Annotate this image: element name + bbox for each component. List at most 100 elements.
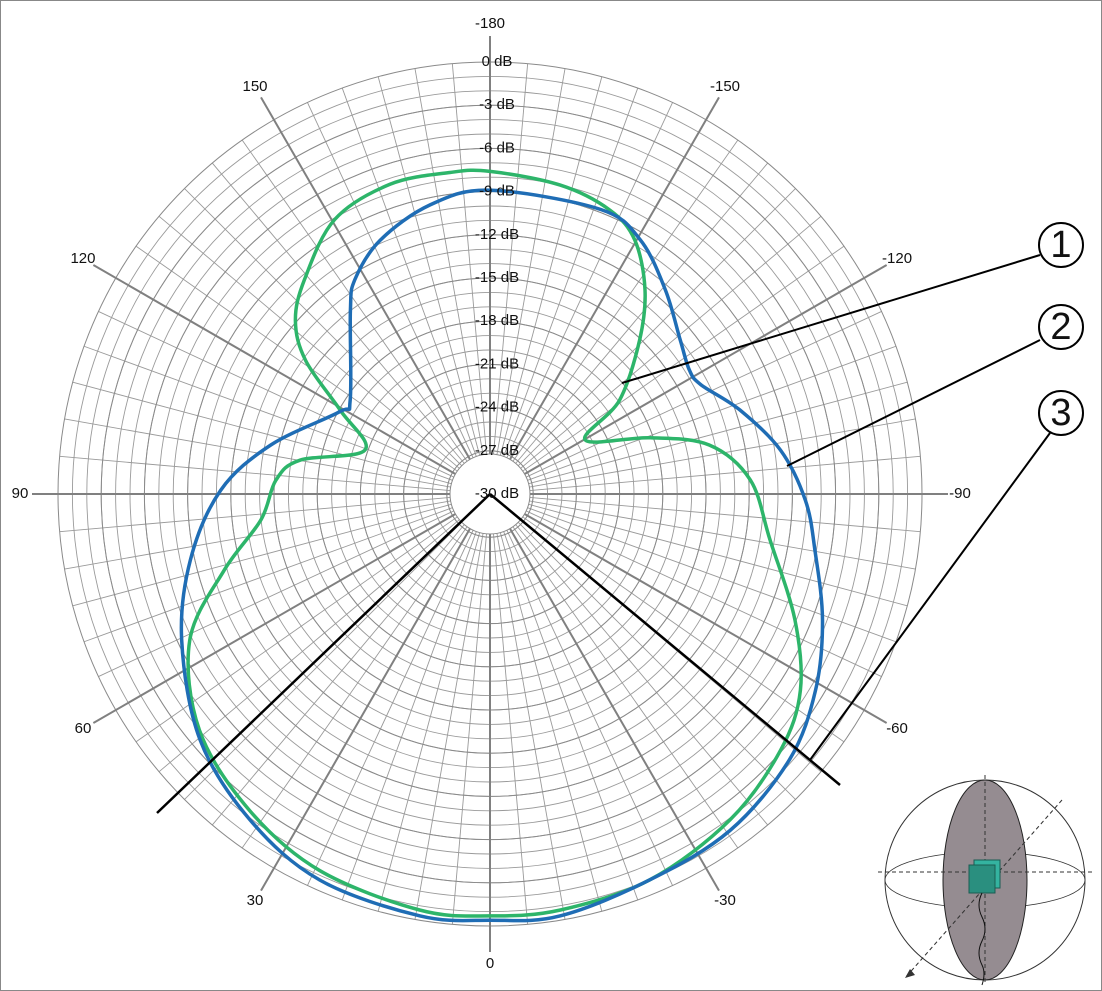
callout-label: 2 [1050, 306, 1071, 348]
minor-spoke [98, 510, 454, 677]
angle-label: -180 [475, 15, 505, 32]
minor-spoke [529, 497, 921, 533]
major-spoke [260, 528, 471, 892]
minor-spoke [307, 102, 474, 458]
minor-spoke [499, 532, 603, 912]
minor-spoke [72, 381, 452, 485]
callout-line [621, 254, 1041, 384]
minor-spoke [496, 533, 566, 920]
angle-label: 120 [70, 250, 95, 267]
minor-spoke [184, 521, 463, 800]
db-label: -6 dB [479, 139, 515, 156]
minor-spoke [499, 76, 603, 456]
minor-spoke [517, 521, 796, 800]
curves [179, 168, 825, 923]
minor-spoke [451, 63, 487, 455]
callout-label: 3 [1050, 392, 1071, 434]
angle-label: -90 [949, 485, 971, 502]
sector-line [156, 493, 491, 814]
minor-spoke [341, 531, 477, 901]
minor-spoke [512, 139, 739, 462]
minor-spoke [526, 311, 882, 478]
minor-spoke [83, 345, 453, 481]
major-spoke [524, 513, 888, 724]
sector-line [489, 493, 841, 786]
minor-spoke [184, 188, 463, 467]
angle-label: 150 [242, 78, 267, 95]
angle-label: -150 [710, 78, 740, 95]
major-spoke [260, 96, 471, 460]
angle-label: -60 [886, 720, 908, 737]
major-spoke [92, 264, 456, 475]
callout-circle [1038, 222, 1084, 268]
callout-line [809, 432, 1051, 761]
db-label: -27 dB [475, 442, 519, 459]
minor-spoke [158, 215, 460, 469]
major-spoke [509, 96, 720, 460]
angle-label: -120 [882, 250, 912, 267]
minor-spoke [98, 311, 454, 478]
callout-circle [1038, 390, 1084, 436]
angle-label: 0 [486, 955, 494, 972]
minor-spoke [241, 526, 468, 849]
db-label: -12 dB [475, 226, 519, 243]
minor-spoke [515, 162, 769, 464]
minor-spoke [135, 245, 458, 472]
pattern-line [186, 168, 803, 918]
minor-spoke [211, 162, 465, 464]
major-spoke [92, 513, 456, 724]
minor-spoke [506, 102, 673, 458]
callout-line [786, 339, 1041, 467]
minor-spoke [528, 381, 908, 485]
minor-spoke [451, 533, 487, 925]
minor-spoke [341, 87, 477, 457]
major-spoke [509, 528, 720, 892]
minor-spoke [83, 507, 453, 643]
db-label: -30 dB [475, 485, 519, 502]
minor-spoke [414, 68, 484, 455]
minor-spoke [307, 530, 474, 886]
minor-spoke [517, 188, 796, 467]
minor-spoke [522, 516, 845, 743]
minor-spoke [503, 87, 639, 457]
minor-spoke [515, 524, 769, 826]
minor-spoke [414, 533, 484, 920]
minor-spoke [64, 500, 451, 570]
minor-spoke [529, 500, 916, 570]
angle-label: 30 [247, 892, 264, 909]
angle-label: 90 [12, 485, 29, 502]
angle-label: -30 [714, 892, 736, 909]
db-label: -3 dB [479, 96, 515, 113]
db-label: -15 dB [475, 269, 519, 286]
callouts [621, 222, 1084, 761]
minor-spoke [527, 507, 897, 643]
db-label: -21 dB [475, 355, 519, 372]
minor-spoke [59, 497, 451, 533]
minor-spoke [493, 63, 529, 455]
minor-spoke [506, 530, 673, 886]
minor-spoke [520, 215, 822, 469]
minor-spoke [377, 76, 481, 456]
db-label: -24 dB [475, 399, 519, 416]
db-label: 0 dB [482, 53, 513, 70]
minor-spoke [211, 524, 465, 826]
minor-spoke [241, 139, 468, 462]
minor-spoke [493, 533, 529, 925]
minor-spoke [527, 345, 897, 481]
minor-spoke [59, 455, 451, 491]
minor-spoke [503, 531, 639, 901]
db-label: -9 dB [479, 183, 515, 200]
pattern-line [179, 188, 825, 923]
callout-circle [1038, 304, 1084, 350]
orientation-icon [878, 775, 1092, 986]
minor-spoke [529, 455, 921, 491]
callout-label: 1 [1050, 224, 1071, 266]
db-label: -18 dB [475, 312, 519, 329]
minor-spoke [496, 68, 566, 455]
minor-spoke [512, 526, 739, 849]
minor-spoke [158, 519, 460, 773]
minor-spoke [522, 245, 845, 472]
minor-spoke [528, 503, 908, 607]
angle-label: 60 [75, 720, 92, 737]
